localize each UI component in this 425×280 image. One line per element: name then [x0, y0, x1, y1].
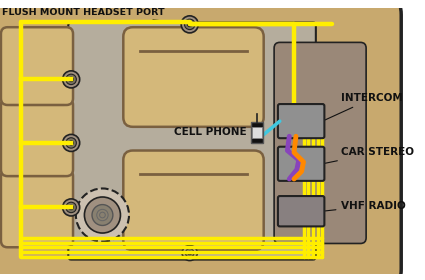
FancyBboxPatch shape [278, 104, 324, 138]
Circle shape [69, 205, 74, 210]
Circle shape [66, 202, 76, 213]
Text: CELL PHONE: CELL PHONE [174, 127, 246, 137]
FancyBboxPatch shape [278, 147, 324, 181]
Text: CAR STEREO: CAR STEREO [325, 147, 414, 163]
Text: VHF RADIO: VHF RADIO [325, 200, 406, 211]
Circle shape [62, 134, 79, 151]
FancyBboxPatch shape [1, 98, 73, 176]
Circle shape [181, 16, 198, 33]
FancyBboxPatch shape [0, 0, 401, 280]
FancyBboxPatch shape [1, 169, 73, 247]
Circle shape [69, 77, 74, 82]
Text: INTERCOM: INTERCOM [325, 93, 403, 120]
Circle shape [76, 188, 129, 242]
FancyBboxPatch shape [123, 151, 264, 250]
Circle shape [69, 141, 74, 145]
Text: FLUSH MOUNT HEADSET PORT: FLUSH MOUNT HEADSET PORT [2, 8, 192, 24]
Circle shape [182, 245, 197, 261]
FancyBboxPatch shape [68, 22, 316, 260]
Bar [252, 127, 262, 138]
Circle shape [184, 19, 195, 30]
Circle shape [66, 138, 76, 148]
FancyBboxPatch shape [1, 27, 73, 105]
FancyBboxPatch shape [123, 27, 264, 127]
Circle shape [188, 251, 192, 255]
Circle shape [92, 205, 113, 225]
Bar [251, 122, 263, 143]
Circle shape [66, 74, 76, 85]
Circle shape [62, 71, 79, 88]
Circle shape [187, 22, 192, 27]
Circle shape [62, 199, 79, 216]
FancyBboxPatch shape [278, 196, 324, 227]
Circle shape [85, 197, 120, 233]
FancyBboxPatch shape [274, 42, 366, 244]
Circle shape [185, 249, 194, 257]
